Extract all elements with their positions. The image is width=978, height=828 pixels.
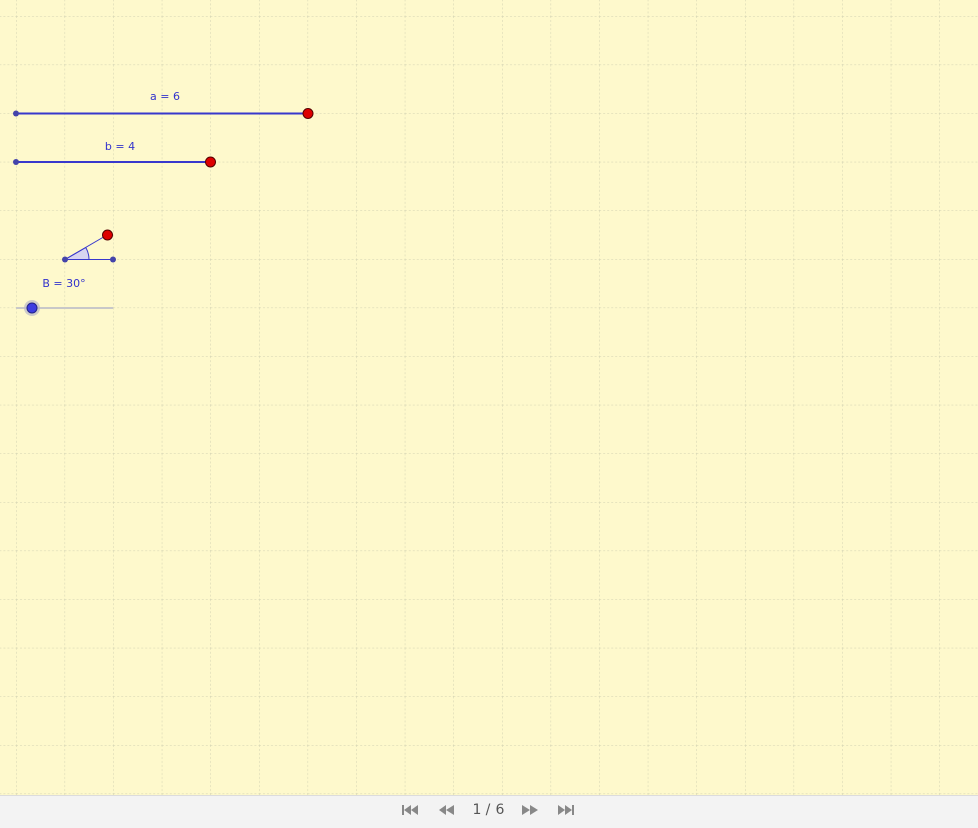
point[interactable] bbox=[205, 156, 216, 168]
current-page: 1 bbox=[473, 802, 482, 818]
previous-button[interactable] bbox=[439, 805, 454, 815]
next-button[interactable] bbox=[522, 805, 538, 815]
slider-label: B = 30° bbox=[42, 277, 85, 290]
point[interactable] bbox=[13, 110, 19, 117]
point[interactable] bbox=[62, 256, 68, 263]
last-button[interactable] bbox=[558, 805, 574, 815]
point[interactable] bbox=[302, 108, 314, 119]
segment-label: a = 6 bbox=[150, 90, 180, 103]
grid bbox=[0, 0, 978, 795]
point[interactable] bbox=[102, 229, 113, 241]
nav-bar bbox=[0, 795, 978, 828]
first-button[interactable] bbox=[402, 805, 418, 815]
slider-knob[interactable] bbox=[26, 302, 38, 314]
point[interactable] bbox=[13, 159, 19, 165]
page-separator: / bbox=[486, 802, 491, 818]
segment-label: b = 4 bbox=[105, 140, 135, 153]
total-pages: 6 bbox=[496, 802, 505, 818]
ray bbox=[64, 234, 108, 260]
point[interactable] bbox=[110, 256, 116, 263]
